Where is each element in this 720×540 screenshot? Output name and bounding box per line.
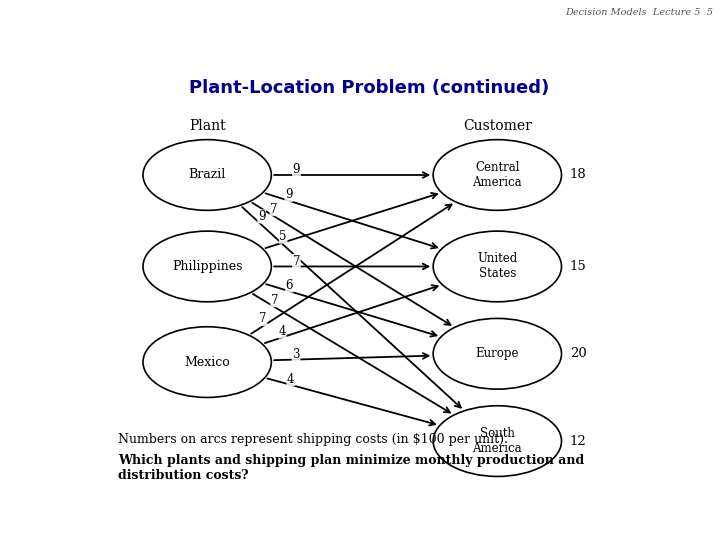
Text: 15: 15 — [570, 260, 587, 273]
Text: Philippines: Philippines — [172, 260, 243, 273]
Text: 20: 20 — [570, 347, 587, 360]
Text: Central
America: Central America — [472, 161, 522, 189]
Text: 9: 9 — [258, 210, 266, 223]
Text: 7: 7 — [259, 313, 267, 326]
Ellipse shape — [433, 231, 562, 302]
Text: United
States: United States — [477, 253, 518, 280]
Text: Mexico: Mexico — [184, 356, 230, 369]
Text: Decision Models  Lecture 5  5: Decision Models Lecture 5 5 — [564, 8, 713, 17]
Ellipse shape — [143, 327, 271, 397]
Ellipse shape — [433, 319, 562, 389]
Text: 7: 7 — [271, 294, 279, 307]
Text: 18: 18 — [570, 168, 587, 181]
Text: 3: 3 — [292, 348, 300, 361]
Text: 7: 7 — [270, 202, 278, 215]
Text: South
America: South America — [472, 427, 522, 455]
Text: Customer: Customer — [463, 119, 532, 133]
Ellipse shape — [143, 140, 271, 211]
Text: 12: 12 — [570, 435, 587, 448]
Text: 6: 6 — [286, 279, 293, 292]
Ellipse shape — [143, 231, 271, 302]
Text: 9: 9 — [285, 188, 292, 201]
Text: Plant-Location Problem (continued): Plant-Location Problem (continued) — [189, 79, 549, 97]
Text: Europe: Europe — [476, 347, 519, 360]
Ellipse shape — [433, 406, 562, 476]
Text: 5: 5 — [279, 230, 287, 243]
Ellipse shape — [433, 140, 562, 211]
Text: Brazil: Brazil — [189, 168, 226, 181]
Text: Which plants and shipping plan minimize monthly production and
distribution cost: Which plants and shipping plan minimize … — [118, 454, 584, 482]
Text: 7: 7 — [293, 254, 300, 267]
Text: Numbers on arcs represent shipping costs (in $100 per unit).: Numbers on arcs represent shipping costs… — [118, 433, 508, 446]
Text: 4: 4 — [287, 373, 294, 386]
Text: Plant: Plant — [189, 119, 225, 133]
Text: 9: 9 — [293, 163, 300, 176]
Text: 4: 4 — [279, 325, 286, 338]
